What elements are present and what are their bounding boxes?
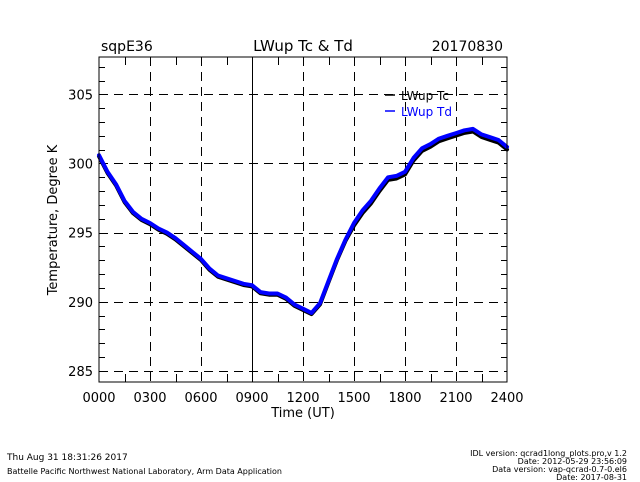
footer-idl-version: IDL version: qcrad1long_plots.pro,v 1.2 — [470, 449, 627, 458]
y-axis-label: Temperature, Degree K — [46, 144, 61, 296]
legend: LWup Tc LWup Td — [385, 89, 452, 119]
legend-label-td: LWup Td — [401, 105, 452, 119]
y-tick-label: 300 — [68, 157, 93, 172]
x-tick-label: 0000 — [82, 391, 115, 406]
plot-frame — [98, 56, 508, 383]
x-axis-label: Time (UT) — [270, 406, 335, 421]
footer-data-version: Data version: vap-qcrad-0.7-0.el6 — [492, 465, 627, 474]
series-group — [97, 126, 509, 317]
y-tick-label: 295 — [68, 227, 93, 242]
x-tick-label: 2100 — [439, 391, 472, 406]
site-label: sqpE36 — [101, 39, 153, 55]
date-label: 20170830 — [432, 39, 503, 55]
x-tick-label: 0900 — [235, 391, 268, 406]
x-tick-label: 2400 — [490, 391, 523, 406]
footer-organization: Battelle Pacific Northwest National Labo… — [7, 467, 282, 476]
y-tick-label: 285 — [68, 365, 93, 380]
y-tick-label: 290 — [68, 296, 93, 311]
x-tick-label: 1200 — [286, 391, 319, 406]
x-tick-label: 0300 — [133, 391, 166, 406]
axis-ticks — [99, 57, 507, 382]
x-tick-label: 1800 — [388, 391, 421, 406]
x-tick-label: 1500 — [337, 391, 370, 406]
legend-label-tc: LWup Tc — [401, 89, 449, 103]
footer-timestamp: Thu Aug 31 18:31:26 2017 — [7, 453, 128, 463]
series-line-lwup-td — [97, 126, 509, 315]
footer-idl-date: Date: 2012-05-29 23:56:09 — [517, 457, 627, 466]
footer-data-date: Date: 2017-08-31 — [556, 473, 627, 482]
x-tick-label: 0600 — [184, 391, 217, 406]
x-tick-labels: 0000 0300 0600 0900 1200 1500 1800 2100 2400 — [82, 391, 523, 406]
chart-title: LWup Tc & Td — [253, 37, 353, 55]
y-tick-labels: 285 290 295 300 305 — [68, 88, 93, 380]
y-tick-label: 305 — [68, 88, 93, 103]
